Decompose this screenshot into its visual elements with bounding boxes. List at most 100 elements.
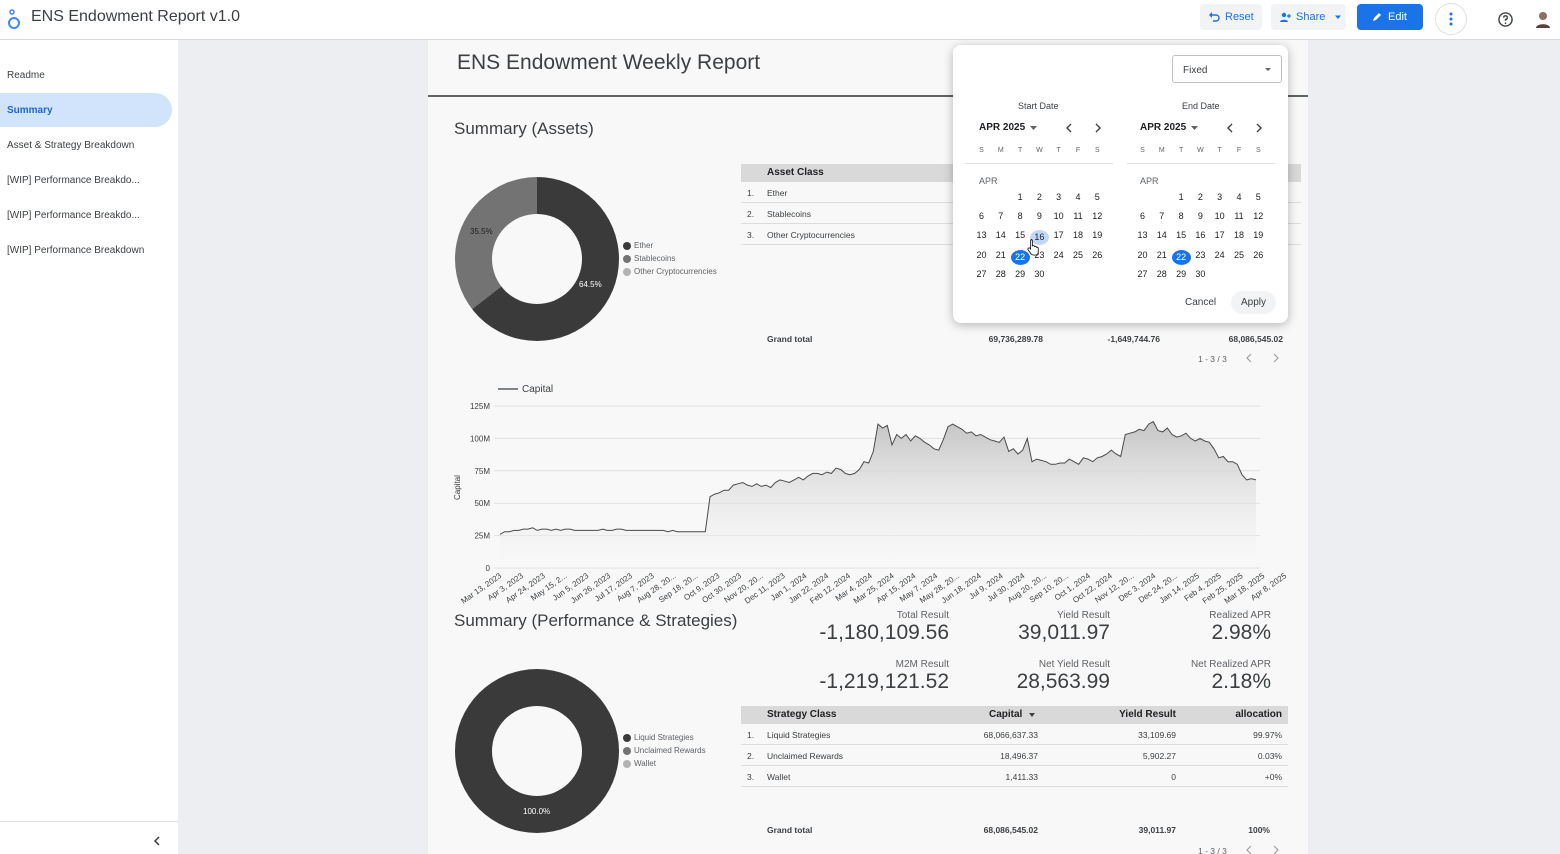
calendar-day[interactable]: 4 <box>1236 192 1242 202</box>
nav-page-performance-breakdown-1[interactable]: [WIP] Performance Breakdo... <box>7 174 140 186</box>
calendar-day[interactable]: 1 <box>1178 192 1184 202</box>
calendar-day[interactable]: 16 <box>1029 230 1049 246</box>
apply-button[interactable]: Apply <box>1231 291 1277 314</box>
start-prev-month-icon[interactable] <box>1064 122 1074 134</box>
reset-button[interactable]: Reset <box>1200 4 1262 30</box>
calendar-day[interactable]: 13 <box>976 230 987 241</box>
prev-page-icon[interactable] <box>1245 353 1253 363</box>
calendar-day[interactable]: 24 <box>1214 249 1225 260</box>
scorecard-net-yield-result[interactable]: Net Yield Result 28,563.99 <box>950 659 1110 694</box>
capital-time-series-chart[interactable]: Capital 125M 100M 75M 50M 25M 0 Capital Mar 1… <box>428 375 1308 615</box>
assets-donut-chart[interactable] <box>455 177 619 341</box>
calendar-day[interactable]: 9 <box>1036 211 1042 222</box>
calendar-day[interactable]: 2 <box>1036 192 1042 202</box>
scorecard-net-realized-apr[interactable]: Net Realized APR 2.18% <box>1111 659 1271 694</box>
calendar-day[interactable]: 9 <box>1197 211 1203 222</box>
calendar-day[interactable]: 24 <box>1053 249 1064 260</box>
nav-page-readme[interactable]: Readme <box>7 69 45 81</box>
share-dropdown-button[interactable] <box>1330 4 1346 30</box>
calendar-day[interactable]: 21 <box>1156 249 1167 260</box>
calendar-day[interactable]: 12 <box>1253 211 1264 222</box>
calendar-day[interactable]: 7 <box>1159 211 1165 222</box>
report-name[interactable]: ENS Endowment Report v1.0 <box>31 8 240 25</box>
calendar-day[interactable]: 28 <box>995 268 1006 279</box>
calendar-day[interactable]: 15 <box>1176 230 1187 241</box>
calendar-day[interactable]: 25 <box>1072 249 1083 260</box>
calendar-day[interactable]: 19 <box>1253 230 1264 241</box>
scorecard-total-result[interactable]: Total Result -1,180,109.56 <box>789 610 949 645</box>
start-next-month-icon[interactable] <box>1093 122 1103 134</box>
sort-descending-icon[interactable] <box>1029 713 1035 718</box>
table-row[interactable]: 3. Wallet 1,411.33 0 +0% <box>741 766 1288 787</box>
strategy-donut-chart[interactable] <box>455 669 619 833</box>
nav-page-performance-breakdown-2[interactable]: [WIP] Performance Breakdo... <box>7 209 140 221</box>
date-range-mode-select[interactable]: Fixed <box>1172 55 1282 83</box>
calendar-day[interactable]: 28 <box>1156 268 1167 279</box>
column-header-strategy-class[interactable]: Strategy Class <box>767 709 837 720</box>
cancel-button[interactable]: Cancel <box>1185 297 1217 308</box>
prev-page-icon[interactable] <box>1245 845 1253 854</box>
calendar-day[interactable]: 10 <box>1214 211 1225 222</box>
calendar-day[interactable]: 18 <box>1233 230 1244 241</box>
next-page-icon[interactable] <box>1272 353 1280 363</box>
calendar-day[interactable]: 23 <box>1034 249 1045 260</box>
calendar-day[interactable]: 6 <box>978 211 984 222</box>
calendar-day[interactable]: 6 <box>1139 211 1145 222</box>
scorecard-yield-result[interactable]: Yield Result 39,011.97 <box>950 610 1110 645</box>
calendar-day[interactable]: 17 <box>1053 230 1064 241</box>
nav-page-performance-breakdown-3[interactable]: [WIP] Performance Breakdown <box>7 244 145 256</box>
end-next-month-icon[interactable] <box>1254 122 1264 134</box>
calendar-day[interactable]: 20 <box>1137 249 1148 260</box>
calendar-day[interactable]: 11 <box>1073 211 1083 222</box>
column-header-capital[interactable]: Capital <box>989 709 1023 720</box>
table-row[interactable]: 2. Unclaimed Rewards 18,496.37 5,902.27 … <box>741 745 1288 766</box>
calendar-day[interactable]: 3 <box>1217 192 1223 202</box>
calendar-day[interactable]: 5 <box>1094 192 1100 202</box>
calendar-day[interactable]: 7 <box>998 211 1004 222</box>
next-page-icon[interactable] <box>1272 845 1280 854</box>
help-button[interactable] <box>1490 4 1520 34</box>
table-row[interactable]: 1. Liquid Strategies 68,066,637.33 33,10… <box>741 724 1288 745</box>
column-header-allocation[interactable]: allocation <box>1235 709 1282 720</box>
calendar-day[interactable]: 17 <box>1214 230 1225 241</box>
collapse-sidebar-icon[interactable] <box>150 834 164 848</box>
calendar-day[interactable]: 22 <box>1171 249 1191 265</box>
calendar-day[interactable]: 12 <box>1092 211 1103 222</box>
calendar-day[interactable]: 3 <box>1056 192 1062 202</box>
end-prev-month-icon[interactable] <box>1225 122 1235 134</box>
calendar-day[interactable]: 26 <box>1253 249 1264 260</box>
calendar-day[interactable]: 30 <box>1195 268 1206 279</box>
calendar-day[interactable]: 2 <box>1197 192 1203 202</box>
end-month-select[interactable]: APR 2025 <box>1140 122 1198 133</box>
calendar-day[interactable]: 14 <box>995 230 1006 241</box>
calendar-day[interactable]: 4 <box>1075 192 1081 202</box>
calendar-day[interactable]: 1 <box>1017 192 1023 202</box>
more-options-button[interactable] <box>1436 4 1466 34</box>
start-month-select[interactable]: APR 2025 <box>979 122 1037 133</box>
nav-page-asset-strategy-breakdown[interactable]: Asset & Strategy Breakdown <box>7 139 135 151</box>
calendar-day[interactable]: 27 <box>1137 268 1148 279</box>
calendar-day[interactable]: 5 <box>1255 192 1261 202</box>
edit-button[interactable]: Edit <box>1357 4 1423 30</box>
column-header-yield-result[interactable]: Yield Result <box>1119 709 1176 720</box>
share-button[interactable]: Share <box>1271 4 1334 30</box>
avatar[interactable] <box>1528 4 1558 34</box>
calendar-day[interactable]: 19 <box>1092 230 1103 241</box>
column-header-asset-class[interactable]: Asset Class <box>767 167 824 178</box>
calendar-day[interactable]: 21 <box>995 249 1006 260</box>
calendar-day[interactable]: 16 <box>1195 230 1206 241</box>
calendar-day[interactable]: 20 <box>976 249 987 260</box>
calendar-day[interactable]: 30 <box>1034 268 1045 279</box>
calendar-day[interactable]: 10 <box>1053 211 1064 222</box>
calendar-day[interactable]: 29 <box>1015 268 1026 279</box>
scorecard-realized-apr[interactable]: Realized APR 2.98% <box>1111 610 1271 645</box>
calendar-day[interactable]: 27 <box>976 268 987 279</box>
calendar-day[interactable]: 22 <box>1010 249 1030 265</box>
calendar-day[interactable]: 14 <box>1156 230 1167 241</box>
calendar-day[interactable]: 29 <box>1176 268 1187 279</box>
calendar-day[interactable]: 23 <box>1195 249 1206 260</box>
calendar-day[interactable]: 18 <box>1072 230 1083 241</box>
calendar-day[interactable]: 15 <box>1015 230 1026 241</box>
calendar-day[interactable]: 13 <box>1137 230 1148 241</box>
nav-page-summary[interactable]: Summary <box>0 93 172 127</box>
